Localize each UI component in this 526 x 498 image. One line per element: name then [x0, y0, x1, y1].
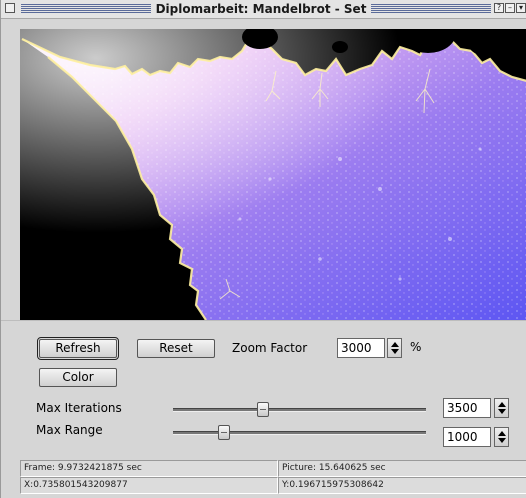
zoom-unit-label: %: [410, 340, 422, 354]
chevron-up-icon[interactable]: [498, 431, 506, 436]
y-coordinate: Y:0.196715975308642: [278, 477, 526, 494]
refresh-button[interactable]: Refresh: [37, 337, 119, 360]
chevron-down-icon[interactable]: [498, 438, 506, 443]
control-panel: Refresh Reset Zoom Factor 3000 % Color M…: [1, 320, 526, 459]
frame-time: Frame: 9.9732421875 sec: [20, 460, 278, 477]
chevron-up-icon[interactable]: [391, 342, 399, 347]
max-iterations-label: Max Iterations: [36, 401, 122, 415]
mandelbrot-canvas[interactable]: [20, 29, 526, 320]
chevron-up-icon[interactable]: [498, 402, 506, 407]
chevron-down-icon[interactable]: [498, 409, 506, 414]
mandelbrot-image: [20, 29, 526, 320]
chevron-down-icon[interactable]: [391, 349, 399, 354]
color-button[interactable]: Color: [39, 368, 117, 387]
zoom-factor-stepper[interactable]: [387, 338, 402, 358]
max-range-label: Max Range: [36, 423, 103, 437]
max-range-slider-thumb[interactable]: [218, 425, 230, 440]
picture-time: Picture: 15.640625 sec: [278, 460, 526, 477]
minimize-icon[interactable]: –: [505, 3, 515, 13]
reset-button[interactable]: Reset: [137, 339, 215, 358]
title-bar[interactable]: Diplomarbeit: Mandelbrot - Set ? – ▾: [1, 0, 526, 19]
window-menu-button[interactable]: [5, 3, 15, 13]
max-iterations-stepper[interactable]: [494, 398, 509, 418]
max-iterations-slider-thumb[interactable]: [257, 402, 269, 417]
x-coordinate: X:0.735801543209877: [20, 477, 278, 494]
max-range-stepper[interactable]: [494, 427, 509, 447]
help-icon[interactable]: ?: [494, 3, 504, 13]
window-title: Diplomarbeit: Mandelbrot - Set: [151, 0, 371, 18]
status-bar: Frame: 9.9732421875 sec Picture: 15.6406…: [1, 459, 526, 498]
max-iterations-slider-track[interactable]: [173, 408, 426, 412]
zoom-factor-label: Zoom Factor: [232, 341, 308, 355]
maximize-icon[interactable]: ▾: [516, 3, 526, 13]
max-iterations-input[interactable]: 3500: [443, 398, 491, 418]
max-range-slider-track[interactable]: [173, 431, 426, 435]
max-range-input[interactable]: 1000: [443, 427, 491, 447]
zoom-factor-input[interactable]: 3000: [337, 338, 385, 358]
